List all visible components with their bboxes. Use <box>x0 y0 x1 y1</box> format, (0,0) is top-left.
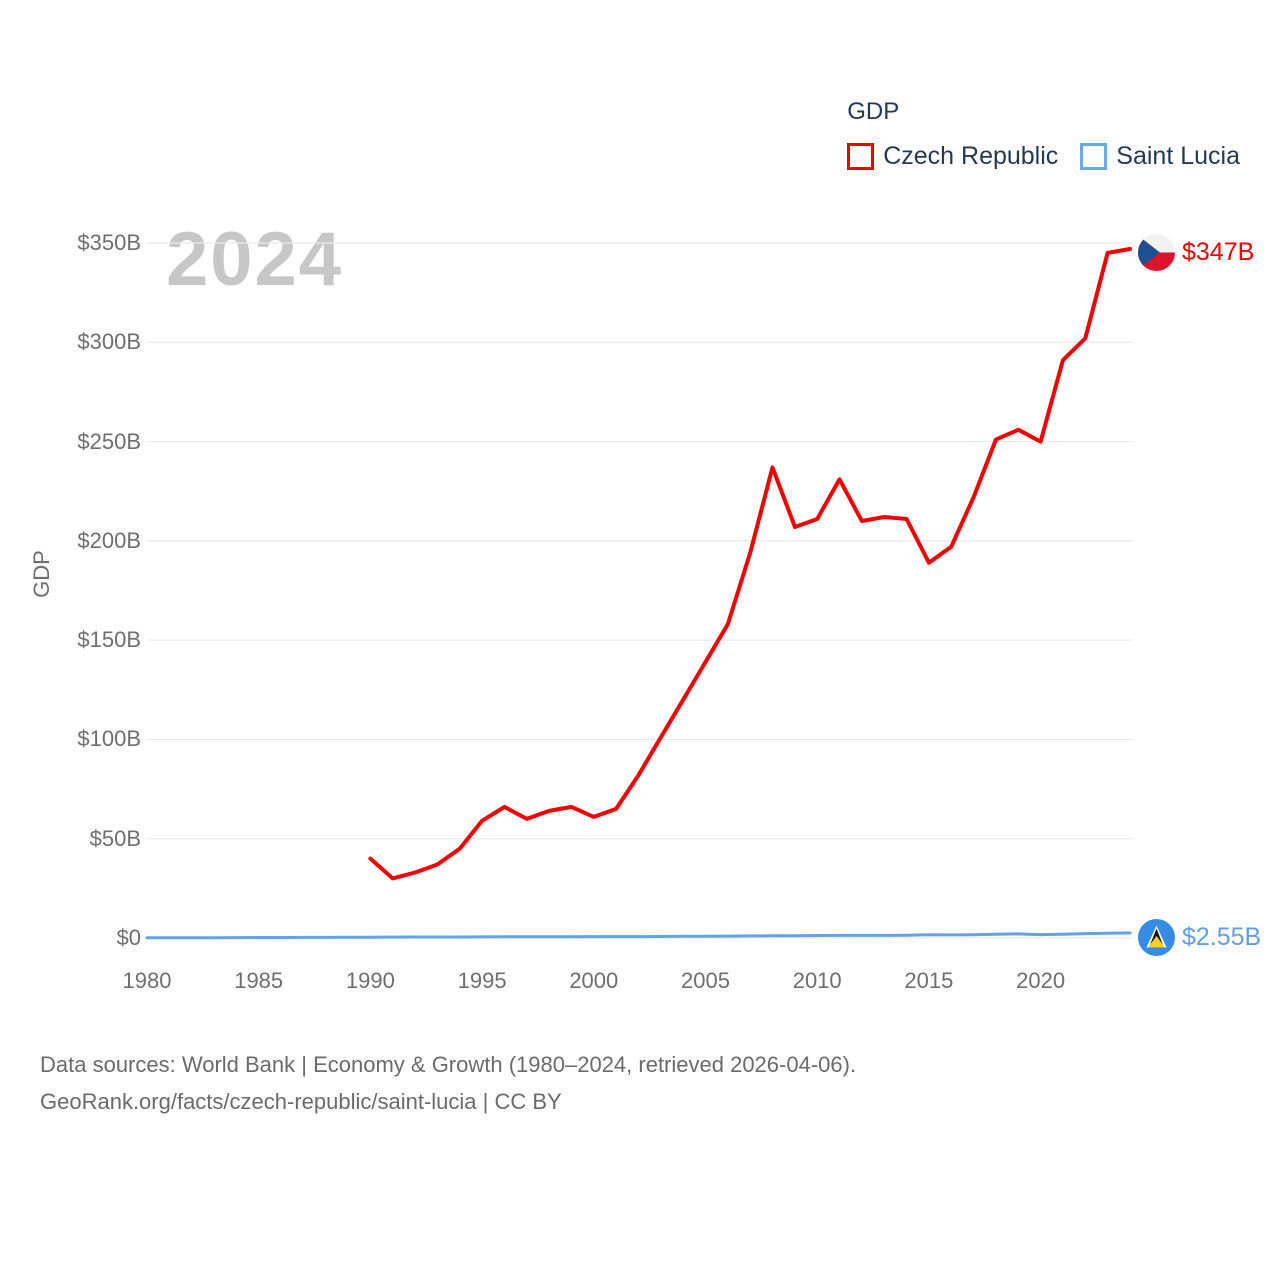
legend-items: Czech Republic Saint Lucia <box>847 142 1240 171</box>
y-tick-label: $300B <box>77 329 141 355</box>
saint-lucia-flag-icon <box>1138 919 1175 956</box>
x-tick-label: 1995 <box>457 968 507 993</box>
x-tick-label: 2015 <box>904 968 954 993</box>
x-tick-label: 1990 <box>345 968 395 993</box>
legend: GDP Czech Republic Saint Lucia <box>847 98 1240 171</box>
legend-item-label: Saint Lucia <box>1116 142 1240 170</box>
legend-item-label: Czech Republic <box>883 142 1059 170</box>
y-axis-tick-labels: $0 $50B $100B $150B $200B $250B $300B $350B <box>0 0 141 1000</box>
legend-item-czech-republic[interactable]: Czech Republic <box>847 142 1058 171</box>
saint-lucia-line <box>145 931 1132 940</box>
y-tick-label: $250B <box>77 428 141 454</box>
x-axis-tick-labels: 1980 1985 1990 1995 2000 2005 2010 2015 2020 <box>0 968 1280 998</box>
x-tick-label: 2000 <box>569 968 619 993</box>
footer-url-line[interactable]: GeoRank.org/facts/czech-republic/saint-l… <box>40 1089 562 1114</box>
saint-lucia-end-label-group: $2.55B <box>1138 919 1261 956</box>
x-tick-label: 1985 <box>234 968 284 993</box>
saint-lucia-end-value: $2.55B <box>1182 923 1262 951</box>
y-tick-label: $100B <box>77 726 141 752</box>
y-tick-label: $150B <box>77 627 141 653</box>
x-tick-label: 2010 <box>792 968 842 993</box>
czech-republic-end-label-group: $347B <box>1138 234 1254 271</box>
x-tick-label: 1980 <box>122 968 172 993</box>
saint-lucia-swatch-icon <box>1080 143 1108 170</box>
y-tick-label: $50B <box>89 825 141 851</box>
x-tick-label: 2005 <box>681 968 730 993</box>
x-tick-label: 2020 <box>1016 968 1066 993</box>
y-tick-label: $350B <box>77 230 141 255</box>
footer: Data sources: World Bank | Economy & Gro… <box>40 1046 856 1120</box>
czech-republic-flag-icon <box>1138 234 1175 271</box>
czech-republic-end-value: $347B <box>1182 238 1255 266</box>
legend-item-saint-lucia[interactable]: Saint Lucia <box>1080 142 1240 171</box>
czech-republic-line <box>368 247 1132 881</box>
y-tick-label: $200B <box>77 527 141 553</box>
czech-republic-swatch-icon <box>847 143 875 170</box>
legend-title: GDP <box>847 98 900 125</box>
y-tick-label: $0 <box>116 925 141 950</box>
year-watermark: 2024 <box>166 217 344 302</box>
footer-source-line: Data sources: World Bank | Economy & Gro… <box>40 1052 857 1077</box>
